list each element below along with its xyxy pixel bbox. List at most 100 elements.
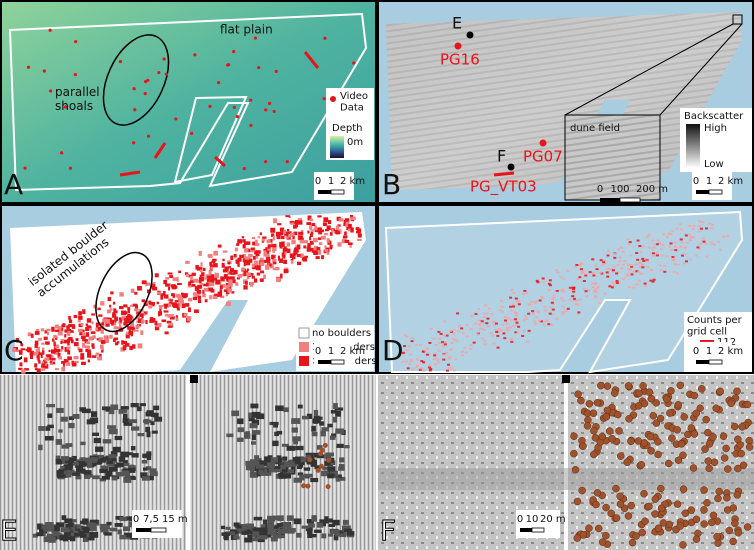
boulder-cell: [78, 315, 83, 320]
boulder-cell: [168, 286, 171, 291]
boulder-cell: [246, 241, 251, 245]
count-cell: [408, 345, 412, 348]
boulder-cell: [52, 349, 56, 354]
count-cell: [643, 285, 647, 288]
boulder-patch: [46, 404, 55, 408]
boulder-cell: [60, 340, 63, 344]
video-point: [132, 141, 136, 145]
boulder-pick: [639, 382, 647, 390]
boulder-cell: [59, 349, 63, 352]
boulder-cell: [123, 341, 127, 344]
boulder-cell: [201, 272, 205, 277]
count-cell: [510, 309, 514, 312]
count-cell: [691, 236, 695, 239]
count-cell: [452, 332, 456, 335]
boulder-pick: [318, 463, 324, 469]
boulder-cell: [207, 275, 211, 279]
boulder-cell: [112, 313, 117, 318]
boulder-cell: [127, 326, 132, 330]
boulder-cell: [298, 231, 304, 235]
boulder-cell: [343, 235, 348, 239]
boulder-cell: [68, 316, 71, 320]
count-cell: [594, 288, 598, 291]
boulder-patch: [84, 531, 92, 537]
boulder-pick: [571, 465, 580, 474]
boulder-cell: [29, 354, 34, 359]
count-cell: [521, 292, 525, 295]
boulder-cell: [141, 280, 147, 285]
boulder-patch: [306, 519, 315, 524]
count-cell: [612, 284, 616, 287]
count-cell: [538, 299, 542, 302]
boulder-patch: [45, 426, 51, 431]
count-cell: [640, 263, 644, 266]
boulder-cell: [129, 304, 135, 307]
boulder-cell: [226, 279, 229, 282]
video-point: [264, 108, 268, 112]
scale-label: 1: [328, 346, 334, 357]
boulder-patch: [267, 529, 273, 535]
count-cell: [647, 246, 651, 249]
count-cell: [547, 289, 551, 292]
boulder-cell: [169, 302, 173, 305]
boulder-pick: [652, 419, 661, 427]
boulder-patch: [335, 410, 341, 417]
boulder-cell: [263, 248, 267, 252]
boulder-cell: [286, 248, 291, 254]
boulder-patch: [102, 439, 112, 444]
boulder-patch: [56, 474, 66, 478]
boulder-cell: [304, 255, 309, 258]
boulder-cell: [66, 362, 71, 366]
legend-label: 0m: [347, 137, 363, 148]
boulder-pick: [646, 432, 655, 441]
count-cell: [438, 337, 442, 340]
boulder-cell: [185, 260, 190, 264]
boulder-cell: [222, 265, 225, 268]
boulder-cell: [279, 258, 284, 263]
boulder-patch: [56, 470, 63, 476]
count-cell: [512, 291, 516, 294]
count-cell: [421, 350, 425, 353]
boulder-cell: [298, 237, 304, 240]
boulder-patch: [97, 459, 103, 464]
boulder-cell: [152, 302, 155, 307]
count-cell: [593, 296, 597, 299]
boulder-patch: [344, 445, 350, 449]
boulder-cell: [241, 267, 246, 271]
boulder-cell: [34, 368, 39, 371]
count-cell: [443, 343, 447, 346]
boulder-pick: [594, 524, 603, 533]
count-cell: [651, 252, 655, 255]
count-cell: [699, 242, 703, 245]
count-cell: [595, 268, 599, 271]
boulder-cell: [195, 293, 199, 298]
boulder-patch: [325, 452, 335, 457]
count-cell: [618, 260, 622, 263]
boulder-cell: [325, 229, 329, 232]
count-cell: [695, 254, 699, 257]
video-point: [232, 50, 236, 54]
boulder-cell: [114, 326, 120, 330]
count-cell: [636, 239, 640, 242]
boulder-cell: [23, 357, 28, 363]
count-cell: [583, 272, 587, 275]
boulder-cell: [357, 228, 362, 233]
count-cell: [572, 297, 576, 300]
boulder-patch: [130, 446, 136, 451]
boulder-cell: [202, 267, 206, 272]
boulder-patch: [287, 528, 296, 533]
count-cell: [671, 230, 675, 233]
boulder-cell: [242, 258, 247, 263]
count-cell: [635, 252, 639, 255]
boulder-cell: [55, 348, 61, 353]
boulder-pick: [598, 538, 607, 546]
scale-bg: [692, 342, 732, 370]
boulder-cell: [329, 232, 333, 236]
boulder-pick: [651, 510, 659, 518]
boulder-patch: [149, 471, 158, 477]
boulder-patch: [233, 522, 240, 527]
boulder-patch: [82, 518, 89, 524]
boulder-cell: [341, 239, 345, 244]
boulder-cell: [209, 278, 215, 283]
